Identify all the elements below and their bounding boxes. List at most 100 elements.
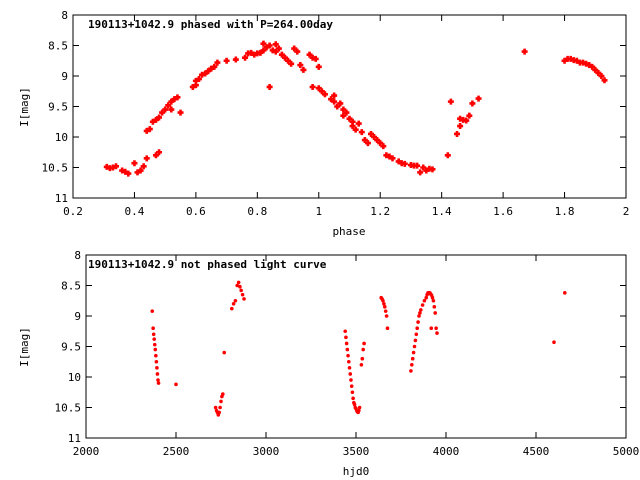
unphased-plot-data-point [222,350,227,355]
unphased-plot-data-point [153,347,158,352]
unphased-plot-data-point [432,305,437,309]
unphased-plot-data-point [381,298,385,303]
unphased-plot-data-point [385,326,390,331]
phased-plot-data-point [349,118,356,125]
phased-plot-data-point [346,115,353,122]
phased-plot-data-point [337,100,344,107]
phased-plot-data-point [168,106,175,113]
unphased-plot-title: 190113+1042.9 not phased light curve [88,258,327,271]
unphased-plot-xtick-label: 4000 [433,445,460,458]
unphased-plot-data-point [231,302,236,306]
phased-plot-data-point [414,162,421,169]
phased-plot-data-point [232,56,239,63]
phased-plot-data-point [177,109,184,116]
unphased-plot-data-point [151,332,156,337]
phased-plot-ytick-label: 10 [55,131,68,144]
phased-plot-data-point [343,109,350,116]
phased-plot-data-point [595,69,602,76]
phased-plot-xtick-label: 1.4 [432,205,452,218]
phased-plot-data-point [331,92,338,99]
phased-plot-data-point [386,153,393,160]
phased-plot-data-point [113,163,120,170]
phased-plot-data-point [205,68,212,75]
phased-plot-data-point [592,66,599,73]
phased-plot-data-point [125,170,132,177]
phased-plot-data-point [260,47,267,54]
phased-plot-data-point [401,160,408,167]
phased-plot-data-point [106,165,113,172]
unphased-plot-data-point [351,396,355,401]
unphased-plot-ytick-label: 10.5 [55,402,82,415]
unphased-plot-data-point [357,408,361,413]
phased-plot-data-point [358,129,365,136]
phased-plot-data-point [156,149,163,156]
phased-plot-data-point [281,54,288,61]
phased-plot-data-point [407,162,414,169]
phased-plot-data-point [567,55,574,62]
unphased-plot-data-point [347,366,352,370]
phased-plot-data-point [426,165,433,172]
unphased-plot-data-point [420,303,425,307]
phased-plot-data-point [134,169,141,176]
unphased-plot-xtick-label: 5000 [613,445,640,458]
unphased-plot-ytick-label: 9.5 [61,341,81,354]
phased-plot-data-point [254,50,261,57]
phased-plot-title: 190113+1042.9 phased with P=264.00day [88,18,333,31]
phased-plot-data-point [417,169,424,176]
phased-plot-data-point [315,63,322,70]
phased-plot-data-point [377,140,384,147]
phased-plot-data-point [109,164,116,171]
phased-plot-data-point [171,96,178,103]
phased-plot-data-point [423,167,430,174]
unphased-plot-ticks: 2000 2500 3000 3500 4000 4500 5000 8 8.5 9 9.5 10 10… [55,249,640,458]
unphased-plot-data-point [219,399,223,404]
unphased-plot-data-point [155,366,159,370]
unphased-plot-data-point [360,356,365,361]
phased-plot-data-point [318,88,325,95]
phased-plot-data-point [245,50,252,57]
unphased-plot-ytick-label: 8.5 [61,280,81,293]
unphased-plot-data-point [359,363,364,367]
unphased-plot-data-point [431,298,436,303]
unphased-plot: 190113+1042.9 not phased light curve hjd… [18,249,639,478]
phased-plot-data-point [570,57,577,64]
phased-plot-data-point [103,163,110,170]
unphased-plot-data-point [156,378,160,382]
phased-plot-data-point [315,85,322,92]
unphased-plot-data-point [242,297,246,301]
phased-plot: 190113+1042.9 phased with P=264.00day ph… [18,9,629,238]
phased-plot-data-point [564,55,571,62]
unphased-plot-data-point [238,284,242,289]
phased-plot-data-point [269,47,276,54]
unphased-plot-ylabel: I[mag] [18,327,31,367]
phased-plot-data-point [214,59,221,66]
phased-plot-ytick-label: 8 [61,9,68,22]
phased-plot-data-point [368,130,375,137]
phased-plot-data-point [398,160,405,167]
unphased-plot-data-point [362,341,366,346]
phased-plot-data-point [331,98,338,105]
phased-plot-data-point [321,91,328,98]
phased-plot-data-point [573,57,580,64]
phased-plot-data-point [272,48,279,55]
phased-plot-data-point [242,54,249,61]
unphased-plot-data-point [412,344,417,349]
phased-plot-data-point [202,70,209,77]
unphased-plot-data-point [154,353,158,358]
phased-plot-data-point [288,60,295,67]
phased-plot-ytick-label: 8.5 [48,40,68,53]
phased-plot-data-point [420,164,427,171]
phased-plot-data-point [460,116,467,123]
phased-plot-data-point [457,115,464,122]
phased-plot-data-point [195,76,202,83]
unphased-plot-data-point [349,384,354,388]
unphased-plot-xtick-label: 3500 [343,445,370,458]
phased-plot-xtick-label: 1.2 [370,205,390,218]
unphased-plot-ytick-label: 9 [74,310,81,323]
phased-plot-data-point [119,167,126,174]
unphased-plot-data-point [344,341,349,346]
unphased-plot-data-point [409,369,413,373]
unphased-plot-data-point [357,405,362,410]
unphased-plot-data-point [213,405,218,410]
unphased-plot-data-point [233,298,238,303]
